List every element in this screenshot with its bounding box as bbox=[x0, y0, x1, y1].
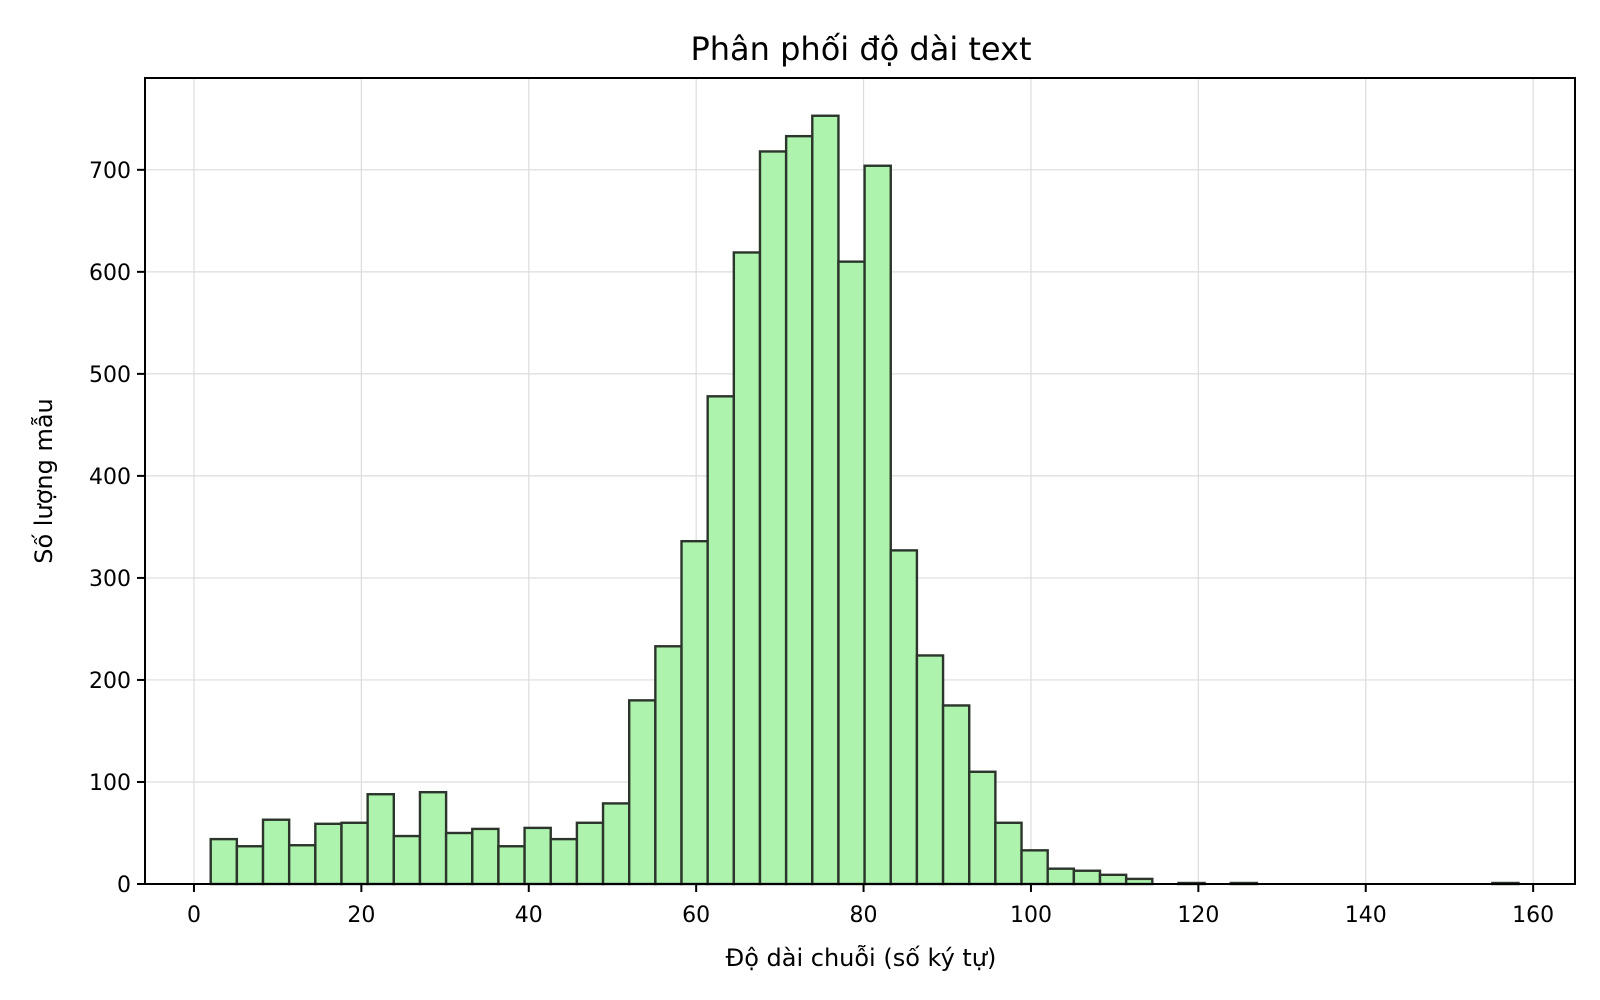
y-tick-label: 400 bbox=[89, 465, 131, 490]
x-tick-label: 120 bbox=[1177, 903, 1219, 928]
histogram-bar bbox=[575, 821, 605, 886]
histogram-bar bbox=[523, 826, 552, 886]
histogram-bar bbox=[601, 802, 631, 886]
histogram-bar bbox=[366, 793, 395, 886]
histogram-bar bbox=[968, 770, 997, 886]
histogram-bar bbox=[314, 822, 343, 886]
histogram-bar bbox=[1020, 849, 1049, 886]
histogram-bar bbox=[784, 134, 814, 886]
y-tick-label: 0 bbox=[117, 873, 131, 898]
histogram-bar bbox=[497, 845, 526, 886]
histogram-bar bbox=[732, 251, 762, 886]
x-tick-label: 160 bbox=[1512, 903, 1554, 928]
histogram-bar bbox=[1046, 867, 1076, 886]
histogram-bar bbox=[915, 654, 945, 886]
histogram-bar bbox=[287, 844, 317, 886]
histogram-bar bbox=[1072, 869, 1102, 886]
histogram-bar bbox=[889, 549, 919, 886]
histogram-bar bbox=[654, 645, 683, 886]
x-tick-label: 0 bbox=[187, 903, 201, 928]
histogram-bar bbox=[392, 834, 422, 886]
chart-title: Phân phối độ dài text bbox=[690, 30, 1031, 68]
y-tick-label: 700 bbox=[89, 159, 131, 184]
histogram-bar bbox=[235, 845, 265, 886]
histogram-bar bbox=[261, 818, 291, 886]
histogram-bar bbox=[471, 827, 500, 886]
histogram-bar bbox=[418, 790, 448, 886]
histogram-bar bbox=[706, 395, 736, 886]
histogram-bar bbox=[340, 821, 369, 886]
histogram-bar bbox=[680, 539, 709, 886]
histogram-bar bbox=[1098, 873, 1128, 886]
histogram-bar bbox=[627, 699, 657, 886]
histogram-bar bbox=[863, 164, 892, 886]
x-tick-label: 80 bbox=[850, 903, 878, 928]
histogram-bar bbox=[811, 114, 840, 886]
histogram-bar bbox=[444, 831, 474, 886]
y-tick-label: 200 bbox=[89, 669, 131, 694]
histogram-bar bbox=[549, 837, 579, 886]
x-axis-ticks: 0 20 40 60 80 100 120 140 160 bbox=[187, 884, 1554, 928]
histogram-bar bbox=[941, 704, 971, 886]
x-tick-label: 100 bbox=[1010, 903, 1052, 928]
x-tick-label: 140 bbox=[1345, 903, 1387, 928]
x-tick-label: 60 bbox=[682, 903, 710, 928]
histogram-bar bbox=[837, 260, 866, 886]
y-tick-label: 300 bbox=[89, 567, 131, 592]
y-tick-label: 600 bbox=[89, 261, 131, 286]
y-axis-ticks: 0 100 200 300 400 500 600 700 bbox=[89, 159, 145, 898]
histogram-bar bbox=[994, 821, 1023, 886]
y-tick-label: 100 bbox=[89, 771, 131, 796]
y-tick-label: 500 bbox=[89, 363, 131, 388]
y-axis-label: Số lượng mẫu bbox=[29, 398, 58, 563]
histogram-bar bbox=[758, 150, 788, 886]
x-tick-label: 20 bbox=[347, 903, 375, 928]
x-tick-label: 40 bbox=[515, 903, 543, 928]
plot-frame bbox=[144, 77, 1576, 885]
x-axis-label: Độ dài chuỗi (số ký tự) bbox=[726, 943, 997, 972]
histogram-bars bbox=[209, 114, 1520, 886]
histogram-bar bbox=[209, 837, 239, 886]
